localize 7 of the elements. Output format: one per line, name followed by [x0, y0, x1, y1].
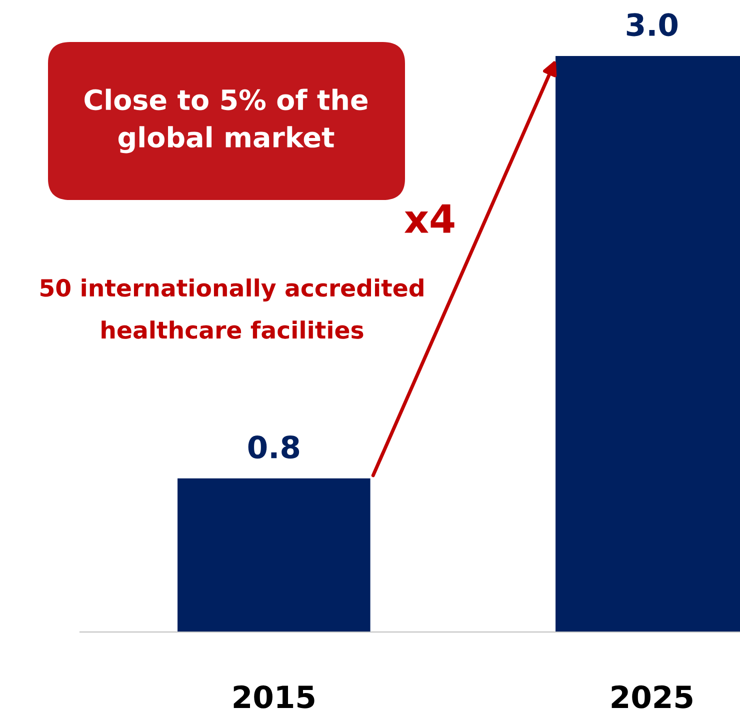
annotation: x4 — [404, 204, 454, 233]
data-label: 3.0 — [626, 13, 678, 36]
annotation: Close to 5% of the global market — [84, 88, 368, 154]
annotation: 50 internationally accredited healthcare facilities — [40, 278, 424, 339]
x-tick-label: 2025 — [612, 685, 692, 708]
x-tick-label: 2015 — [234, 685, 314, 708]
data-label: 0.8 — [248, 435, 300, 459]
